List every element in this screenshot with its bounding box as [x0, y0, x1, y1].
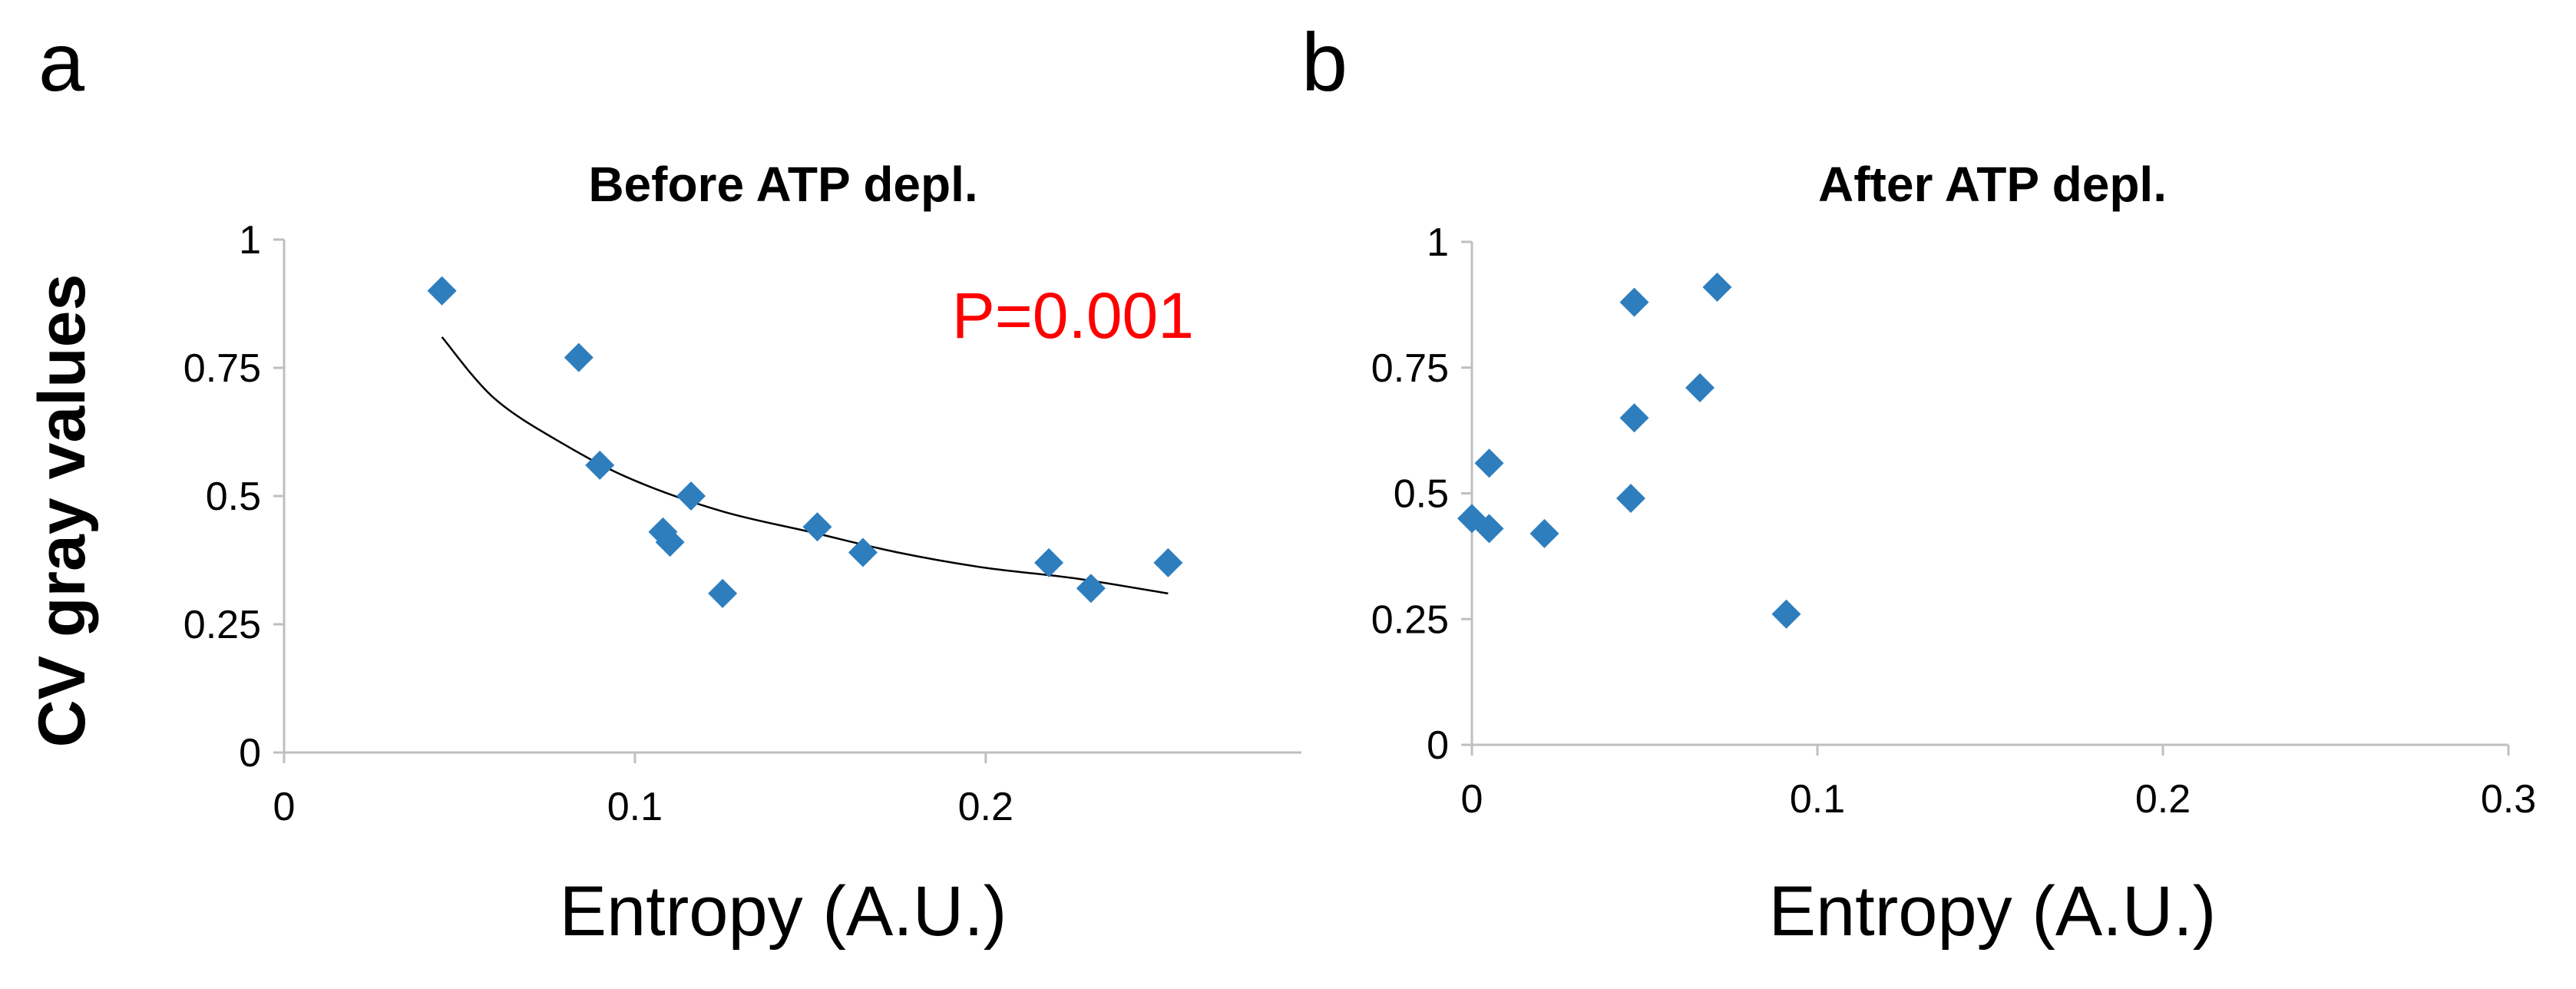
panel-b-points [1457, 272, 1801, 629]
panel-b-data-point [1474, 448, 1504, 478]
panel-b-y-tick-label: 0 [1427, 723, 1449, 768]
panel-a-data-point [676, 481, 706, 511]
panel-a-x-tick-label: 0.1 [607, 785, 663, 829]
panel-a-data-point [848, 538, 878, 567]
panel-letter-b: b [1301, 15, 1348, 108]
panel-b-y-tick-label: 0.5 [1394, 472, 1449, 517]
panel-a-x-tick-label: 0 [273, 785, 296, 829]
panel-a-data-point [585, 450, 615, 480]
y-axis-label: CV gray values [25, 274, 99, 748]
panel-a-data-point [1034, 547, 1064, 577]
panel-a-data-point [427, 276, 457, 306]
panel-a-y-tick-label: 0 [239, 731, 261, 776]
panel-b-y-tick-label: 1 [1427, 220, 1449, 265]
panel-a-data-point [655, 528, 685, 557]
panel-a-y-tick-label: 0.75 [184, 346, 261, 391]
panel-a-x-axis-label: Entropy (A.U.) [560, 872, 1007, 951]
panel-b-y-tick-label: 0.25 [1371, 597, 1449, 642]
panel-b: b After ATP depl. Entropy (A.U.) 0 0.25 0.… [1301, 15, 2536, 951]
panel-b-data-point [1619, 287, 1649, 317]
panel-a-ticks: 0 0.25 0.5 0.75 1 0 0.1 0.2 [184, 218, 1014, 829]
panel-b-data-point [1529, 518, 1559, 548]
panel-b-y-tick-label: 0.75 [1371, 346, 1449, 391]
panel-a-data-point [802, 512, 832, 542]
panel-b-data-point [1616, 484, 1645, 514]
panel-a-title: Before ATP depl. [588, 157, 977, 212]
panel-b-data-point [1685, 372, 1715, 402]
panel-a-data-point [564, 342, 594, 372]
panel-b-data-point [1702, 272, 1732, 302]
panel-a-y-tick-label: 0.5 [206, 475, 261, 519]
panel-b-x-tick-label: 0.2 [2135, 777, 2191, 822]
panel-a: a Before ATP depl. CV gray values Entrop… [25, 15, 1301, 951]
panel-a-points [427, 276, 1183, 608]
panel-a-y-tick-label: 0.25 [184, 603, 261, 647]
panel-a-data-point [1153, 547, 1183, 577]
panel-letter-a: a [38, 15, 85, 108]
panel-a-data-point [1076, 574, 1106, 604]
panel-b-data-point [1474, 514, 1504, 544]
panel-b-data-point [1771, 599, 1801, 629]
panel-b-x-tick-label: 0 [1461, 777, 1483, 822]
panel-a-data-point [708, 578, 738, 608]
panel-a-y-tick-label: 1 [239, 218, 261, 263]
p-value-annotation: P=0.001 [952, 280, 1194, 352]
panel-b-ticks: 0 0.25 0.5 0.75 1 0 0.1 0.2 0.3 [1371, 220, 2536, 822]
panel-b-title: After ATP depl. [1818, 157, 2167, 212]
panel-a-trendline [441, 336, 1169, 595]
panel-b-x-axis-label: Entropy (A.U.) [1769, 872, 2217, 951]
panel-a-trendline-group [441, 336, 1169, 595]
panel-b-data-point [1619, 403, 1649, 433]
panel-b-x-tick-label: 0.3 [2481, 777, 2536, 822]
panel-b-x-tick-label: 0.1 [1790, 777, 1845, 822]
panel-a-x-tick-label: 0.2 [958, 785, 1014, 829]
